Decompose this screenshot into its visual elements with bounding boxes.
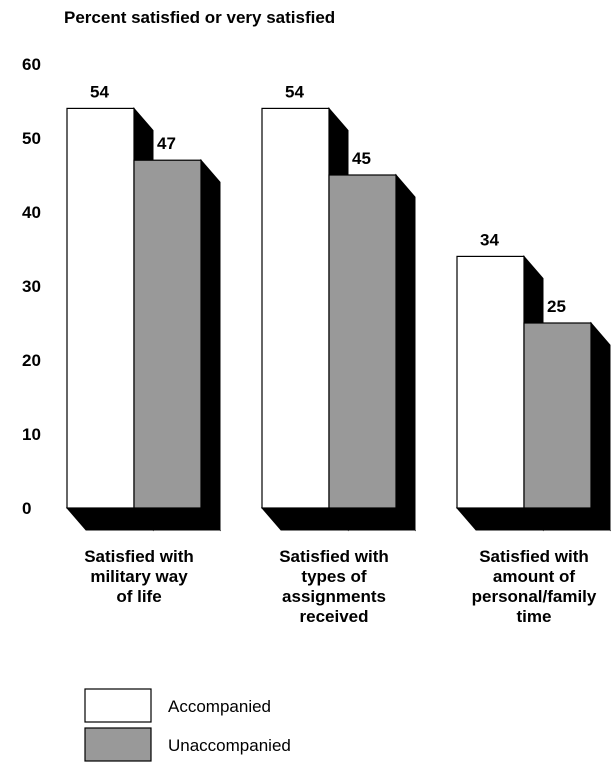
y-axis: 0 10 20 30 40 50 60 [22,55,41,518]
legend-swatch-accompanied [84,688,152,723]
category-label: Satisfied with amount of personal/family ti… [472,547,597,626]
bar-unaccompanied [133,159,202,509]
bar-side [200,158,221,532]
bar-group: 54 47 [65,82,222,532]
y-tick-label: 50 [22,129,41,148]
data-label: 47 [157,134,176,153]
bar-accompanied [261,107,330,509]
legend-label-accompanied: Accompanied [168,697,271,716]
bar-unaccompanied [523,322,592,509]
bar-accompanied [456,255,525,509]
data-label: 45 [352,149,371,168]
bar-group: 54 45 [260,82,417,532]
y-tick-label: 40 [22,203,41,222]
y-tick-label: 60 [22,55,41,74]
category-labels: Satisfied with military way of life Satisfi… [84,547,597,626]
y-tick-label: 30 [22,277,41,296]
legend-swatch-unaccompanied [84,727,152,762]
y-tick-label: 10 [22,425,41,444]
data-label: 54 [285,82,304,101]
bar-accompanied [66,107,135,509]
y-tick-label: 20 [22,351,41,370]
y-tick-label: 0 [22,499,31,518]
data-label: 34 [480,230,499,249]
bar-side [590,321,611,532]
y-axis-label: Percent satisfied or very satisfied [64,8,335,27]
bars: 54 47 54 45 34 25 [65,82,612,532]
category-label: Satisfied with military way of life [84,547,194,606]
category-label: Satisfied with types of assignments receive… [279,547,389,626]
bar-group: 34 25 [455,230,612,532]
data-label: 54 [90,82,109,101]
legend: Accompanied Unaccompanied [84,688,291,762]
legend-label-unaccompanied: Unaccompanied [168,736,291,755]
bar-unaccompanied [328,174,397,509]
bar-side [395,173,416,532]
data-label: 25 [547,297,566,316]
